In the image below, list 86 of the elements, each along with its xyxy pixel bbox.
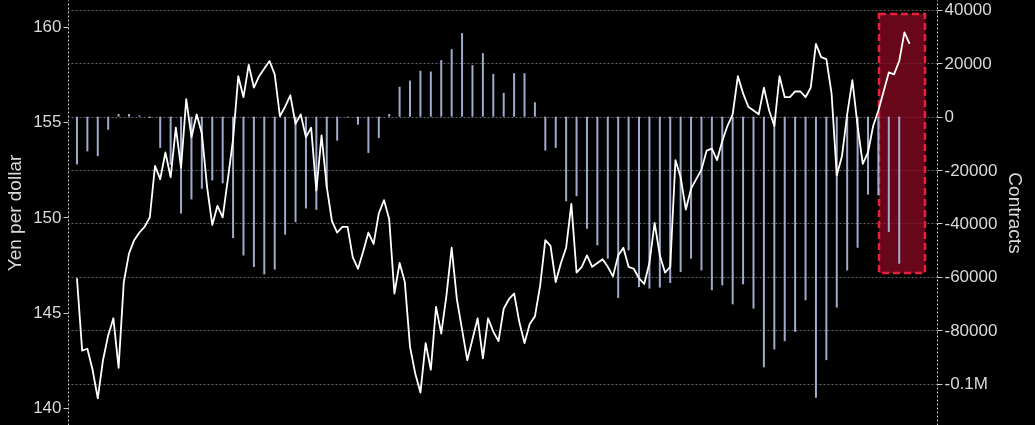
bar — [294, 116, 297, 223]
bar — [367, 116, 370, 153]
bar — [658, 116, 661, 288]
bar — [554, 116, 557, 148]
bar — [700, 116, 703, 271]
bar — [638, 116, 641, 287]
y-tick-label: 140 — [33, 398, 62, 418]
y2-tick-label: 40000 — [944, 0, 992, 20]
bar — [679, 116, 682, 273]
y2-tick-label: 0 — [944, 107, 954, 127]
y2-tick-label: -0.1M — [944, 374, 988, 394]
bar — [86, 116, 89, 152]
y-tick-label: 145 — [33, 303, 62, 323]
bar — [887, 116, 890, 232]
bar — [336, 116, 339, 141]
bar — [481, 53, 484, 117]
bar — [471, 65, 474, 117]
bar — [75, 116, 78, 165]
bar — [128, 113, 130, 117]
y2-tick-label: -80000 — [944, 320, 998, 340]
bar — [866, 116, 869, 195]
bar — [690, 116, 693, 259]
y2-axis-title: Contracts — [1005, 172, 1027, 254]
y-axis-title: Yen per dollar — [4, 154, 26, 272]
bar — [356, 116, 359, 125]
bar — [252, 116, 255, 267]
bar — [606, 116, 609, 259]
bar — [419, 70, 422, 117]
bar — [544, 116, 547, 151]
bar — [107, 116, 110, 130]
bar — [221, 116, 224, 184]
bar — [523, 73, 526, 117]
bar — [565, 116, 568, 202]
bar — [669, 116, 672, 283]
bar — [377, 116, 380, 139]
bar — [273, 116, 276, 270]
bar — [96, 116, 99, 157]
bar — [461, 33, 464, 117]
bar — [742, 116, 745, 285]
bar — [492, 73, 495, 117]
bar — [429, 71, 432, 117]
bar — [304, 116, 307, 209]
bar — [846, 116, 849, 271]
bar — [263, 116, 266, 275]
bar — [440, 60, 443, 117]
bar — [242, 116, 245, 256]
y-tick-label: 160 — [33, 17, 62, 37]
y2-tick-label: -40000 — [944, 213, 998, 233]
bar — [388, 113, 391, 117]
y2-tick-label: 20000 — [944, 53, 992, 73]
y-tick-label: 150 — [33, 207, 62, 227]
bar — [762, 116, 765, 368]
bar — [284, 116, 287, 235]
bar — [804, 116, 807, 301]
bar — [648, 116, 651, 289]
bar — [617, 116, 620, 298]
bar — [835, 116, 838, 308]
bar — [169, 116, 172, 165]
bar — [596, 116, 599, 246]
line-series — [76, 31, 911, 400]
bar — [513, 73, 516, 117]
bar — [409, 80, 412, 117]
y2-tick-label: -20000 — [944, 160, 998, 180]
bar — [752, 116, 755, 309]
bar — [159, 116, 162, 148]
bar — [117, 113, 120, 117]
bar — [398, 86, 401, 117]
bar — [502, 92, 505, 117]
y2-tick-label: -60000 — [944, 267, 998, 287]
bar — [585, 116, 588, 229]
bar — [211, 116, 214, 181]
bar — [731, 116, 734, 305]
bar — [773, 116, 776, 350]
bar — [710, 116, 713, 291]
bar — [794, 116, 797, 332]
bar — [533, 102, 536, 117]
bar — [814, 116, 817, 398]
bar — [783, 116, 786, 342]
bar — [898, 116, 901, 264]
bar — [450, 49, 453, 117]
bar — [877, 116, 880, 196]
y-tick-label: 155 — [33, 112, 62, 132]
bar — [575, 116, 578, 197]
bar — [721, 116, 724, 286]
bar — [627, 116, 630, 251]
bar — [825, 116, 828, 361]
